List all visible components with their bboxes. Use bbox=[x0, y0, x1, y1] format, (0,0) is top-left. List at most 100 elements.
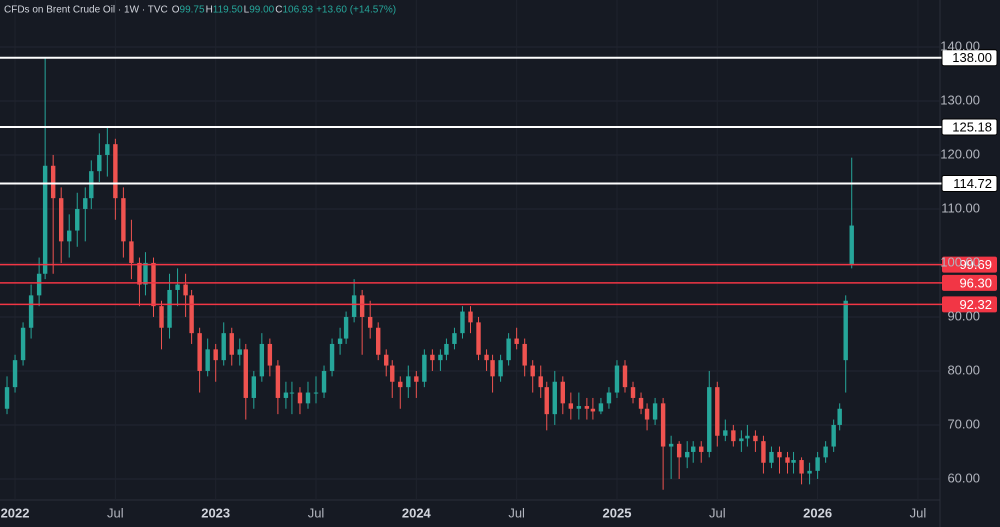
candle-body bbox=[799, 460, 804, 474]
candle-body bbox=[289, 392, 295, 394]
candle-body bbox=[676, 443, 682, 458]
x-tick-label: 2024 bbox=[402, 505, 432, 520]
candle-body bbox=[213, 349, 218, 361]
candle-body bbox=[584, 406, 590, 409]
candle-body bbox=[614, 365, 620, 393]
candle-body bbox=[753, 435, 758, 442]
y-tick-label: 70.00 bbox=[947, 416, 980, 431]
level-label: 96.30 bbox=[959, 275, 992, 290]
x-tick-label: Jul bbox=[910, 505, 927, 520]
axes: 140.00 130.00 120.00 110.00 100.00 90.00 80.00… bbox=[1, 38, 980, 520]
x-tick-label: 2026 bbox=[803, 505, 832, 520]
candle-body bbox=[843, 300, 848, 361]
candle-body bbox=[4, 387, 10, 409]
candle-body bbox=[321, 370, 327, 393]
candle-body bbox=[514, 338, 519, 344]
candle-body bbox=[476, 322, 481, 355]
candle-body bbox=[97, 154, 102, 172]
candle-body bbox=[484, 354, 489, 361]
candle-body bbox=[398, 381, 403, 388]
candle-body bbox=[83, 198, 88, 209]
candle-body bbox=[715, 387, 720, 436]
candle-body bbox=[28, 295, 34, 328]
symbol-title: CFDs on Brent Crude Oil · 1W · TVC bbox=[4, 5, 168, 16]
candle-body bbox=[644, 408, 650, 420]
level-label-box bbox=[941, 174, 998, 192]
candle-body bbox=[143, 262, 148, 285]
candle-body bbox=[259, 343, 265, 377]
candle-body bbox=[622, 365, 628, 388]
y-tick-label: 90.00 bbox=[947, 308, 980, 323]
candle-body bbox=[460, 311, 465, 334]
candle-body bbox=[58, 198, 64, 242]
candle-body bbox=[606, 392, 612, 404]
candle-body bbox=[823, 446, 828, 458]
candle-body bbox=[359, 295, 365, 317]
header: CFDs on Brent Crude Oil · 1W · TVC O 99.7… bbox=[4, 5, 396, 16]
candle-body bbox=[777, 451, 782, 458]
candle-body bbox=[221, 333, 226, 361]
candle-body bbox=[739, 438, 744, 442]
candle-body bbox=[522, 343, 527, 366]
x-tick-label: 2022 bbox=[1, 505, 30, 520]
level-label: 138.00 bbox=[952, 50, 992, 65]
candle-body bbox=[243, 349, 248, 398]
candle-body bbox=[815, 457, 820, 471]
level-label-box bbox=[941, 118, 998, 136]
level-label-box bbox=[942, 274, 997, 291]
level-label: 114.72 bbox=[953, 176, 992, 191]
ohlc-key: C bbox=[275, 5, 282, 16]
candle-body bbox=[267, 343, 273, 366]
candle-body bbox=[406, 376, 411, 388]
candle-body bbox=[598, 403, 604, 412]
candle-body bbox=[638, 397, 644, 409]
candle-body bbox=[684, 451, 690, 458]
level-label-box bbox=[942, 296, 997, 313]
candle-body bbox=[67, 230, 72, 242]
candle-body bbox=[707, 387, 712, 452]
candle-body bbox=[384, 354, 389, 366]
ohlc-key: H bbox=[206, 5, 213, 16]
candle-body bbox=[761, 441, 766, 463]
x-tick-label: 2025 bbox=[603, 505, 632, 520]
candle-body bbox=[137, 262, 142, 285]
level-label-box bbox=[942, 256, 997, 273]
candle-body bbox=[837, 408, 842, 425]
candle-body bbox=[343, 316, 349, 339]
candle-body bbox=[498, 360, 503, 377]
candle-body bbox=[105, 144, 110, 155]
candle-body bbox=[75, 208, 80, 231]
candle-body bbox=[251, 376, 257, 398]
ohlc-value: 106.93 bbox=[282, 5, 313, 16]
candle-body bbox=[652, 403, 658, 420]
x-tick-label: 2023 bbox=[201, 505, 230, 520]
candle-body bbox=[576, 406, 582, 409]
candle-body bbox=[430, 354, 435, 361]
candle-body bbox=[351, 295, 357, 317]
candle-body bbox=[807, 470, 812, 474]
candle-body bbox=[560, 381, 565, 404]
candle-body bbox=[444, 343, 449, 355]
candle-body bbox=[376, 327, 381, 355]
candle-body bbox=[390, 365, 395, 382]
candle-body bbox=[699, 446, 704, 452]
candle-body bbox=[337, 338, 343, 344]
y-tick-label: 130.00 bbox=[940, 92, 980, 107]
candle-body bbox=[283, 392, 289, 398]
level-label: 92.32 bbox=[959, 297, 992, 312]
x-tick-label: Jul bbox=[709, 505, 726, 520]
candle-body bbox=[530, 365, 535, 377]
candle-body bbox=[538, 376, 543, 388]
candle-body bbox=[42, 165, 48, 274]
y-tick-label: 140.00 bbox=[940, 38, 980, 53]
candle-body bbox=[197, 333, 202, 371]
candle-body bbox=[36, 273, 42, 296]
candle-body bbox=[305, 392, 311, 404]
candle-body bbox=[183, 284, 188, 296]
candle-body bbox=[506, 338, 511, 361]
level-label-box bbox=[941, 49, 998, 67]
candle-body bbox=[791, 460, 796, 463]
candle-body bbox=[129, 241, 134, 263]
y-tick-label: 60.00 bbox=[947, 470, 980, 485]
